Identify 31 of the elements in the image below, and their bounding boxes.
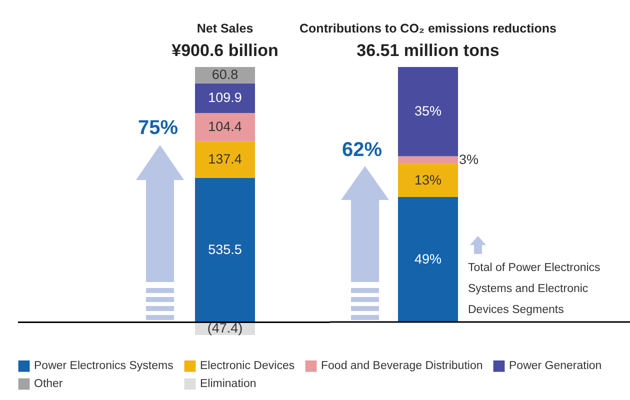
bar	[398, 67, 458, 156]
data-label: 49%	[414, 252, 442, 267]
data-label: 13%	[414, 172, 442, 188]
data-label: (47.4)	[207, 320, 243, 336]
bar	[398, 197, 458, 322]
bar	[195, 141, 255, 178]
data-label: 104.4	[208, 119, 242, 134]
text: 62%	[342, 139, 382, 161]
chart-subtitle: ¥900.6 billion	[172, 41, 278, 60]
text: 75%	[138, 117, 178, 139]
chart-subtitle: 36.51 million tons	[356, 41, 500, 60]
data-label: 35%	[414, 104, 442, 119]
data-label: 535.5	[208, 242, 242, 258]
legend-label: Electronic Devices	[200, 360, 295, 372]
bar	[398, 156, 458, 164]
legend-label: Food and Beverage Distribution	[321, 360, 483, 372]
data-label: 137.4	[208, 152, 242, 167]
bar	[195, 112, 255, 142]
data-label: 60.8	[212, 67, 238, 82]
chart-title: Contributions to CO₂ emissions reductions	[300, 22, 557, 36]
legend-label: Elimination	[200, 378, 256, 390]
text: Total of Power Electronics Systems and Electronic Devices Segments	[468, 262, 601, 316]
chart-title: Net Sales	[196, 22, 254, 36]
legend-label: Other	[34, 378, 63, 390]
data-label: 109.9	[208, 90, 242, 106]
bar	[195, 83, 255, 113]
legend-label: Power Generation	[509, 360, 602, 372]
legend-label: Power Electronics Systems	[34, 360, 174, 372]
bar	[195, 178, 255, 322]
data-label: 3%	[459, 152, 479, 168]
bar	[398, 164, 458, 198]
